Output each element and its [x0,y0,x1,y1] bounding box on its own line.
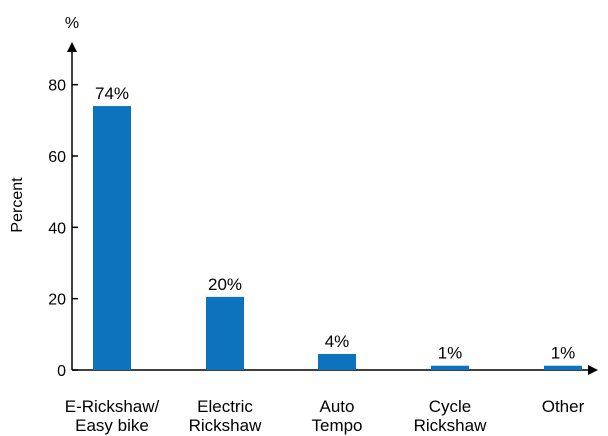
y-tick-label: 40 [48,220,66,237]
labels: 74% E-Rickshaw/Easy bike 20% Electric Ricksh… [65,84,585,435]
y-tick-label: 80 [48,78,66,95]
bar-data-label: 1% [551,344,576,363]
bar [206,296,244,370]
y-tick-label: 20 [48,292,66,309]
bar-data-label: 1% [438,344,463,363]
bars [93,106,582,371]
x-category-label: Cycle Rickshaw [414,397,487,435]
x-category-label: E-Rickshaw/Easy bike [65,397,160,435]
bar [318,353,356,370]
bar [544,365,582,370]
y-axis-arrow [67,42,77,52]
x-axis-arrow [588,365,598,375]
bar-data-label: 4% [325,332,350,351]
bar-data-label: 20% [208,275,242,294]
y-unit-label: % [65,15,79,32]
bar-data-label: 74% [95,84,129,103]
y-tick-label: 0 [57,363,66,380]
bar [93,106,131,371]
x-category-label: Other [542,397,585,416]
y-axis-title: Percent [9,177,26,233]
x-category-label: Electric Rickshaw [189,397,262,435]
bar [431,365,469,370]
x-category-label: Auto Tempo [311,397,362,435]
y-tick-label: 60 [48,149,66,166]
